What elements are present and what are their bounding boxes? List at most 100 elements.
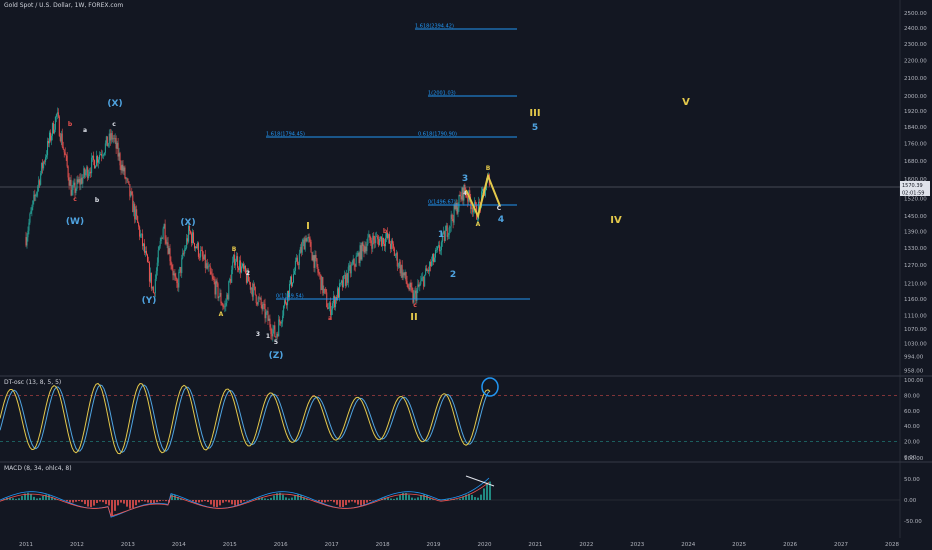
candle-body (211, 274, 213, 277)
macd-bar (342, 500, 344, 508)
candle-body (207, 265, 209, 269)
candle-body (27, 230, 29, 238)
candle-body (428, 269, 430, 272)
candle-body (383, 237, 385, 244)
candle-body (87, 167, 89, 179)
candle-body (31, 207, 33, 212)
macd-bar (279, 492, 281, 500)
candle-body (97, 156, 99, 163)
candle-body (92, 155, 94, 158)
macd-bar (306, 498, 308, 500)
candle-body (272, 329, 274, 337)
macd-bar (48, 494, 50, 500)
macd-bar (99, 500, 101, 502)
macd-bar (216, 500, 218, 508)
macd-bar (393, 498, 395, 500)
candle-body (280, 321, 282, 324)
candle-body (160, 237, 162, 242)
candle-body (36, 192, 38, 196)
candle-body (81, 177, 83, 184)
candle-body (283, 305, 285, 316)
candle-body (145, 250, 147, 253)
candle-body (390, 240, 392, 249)
osc-y-tick: 20.00 (904, 440, 920, 446)
candle-body (396, 252, 398, 267)
candle-body (433, 254, 435, 262)
x-tick-label: 2024 (681, 542, 695, 548)
macd-divergence-line (465, 475, 495, 487)
candle-body (447, 235, 449, 237)
candle-body (425, 268, 427, 275)
candle-body (395, 252, 397, 256)
candle-body (104, 143, 106, 153)
candle-body (210, 271, 212, 275)
candle-body (174, 273, 176, 277)
candle-body (33, 194, 35, 201)
candle-body (378, 239, 380, 246)
macd-bar (180, 498, 182, 500)
wave-label: IV (610, 215, 622, 226)
candle-body (387, 234, 389, 239)
wave-label: (W) (66, 217, 84, 227)
candle-body (57, 112, 59, 117)
x-tick-label: 2021 (528, 542, 542, 548)
macd-bar (75, 500, 77, 502)
candle-body (105, 136, 107, 144)
candle-body (469, 190, 471, 200)
macd-bar (462, 496, 464, 500)
osc-y-tick: 80.00 (904, 393, 920, 399)
y-tick-label: 1070.00 (904, 327, 927, 333)
candle-body (458, 194, 460, 208)
macd-bar (420, 495, 422, 500)
candle-body (231, 269, 233, 283)
x-tick-label: 2019 (427, 542, 441, 548)
macd-bar (135, 500, 137, 506)
candle-body (338, 283, 340, 298)
macd-bar (231, 500, 233, 505)
candle-body (393, 248, 395, 256)
candle-body (237, 256, 239, 268)
macd-signal-line (0, 482, 490, 517)
candle-body (400, 265, 402, 274)
candle-body (264, 303, 266, 319)
macd-bar (474, 497, 476, 500)
macd-bar (129, 500, 131, 509)
candle-body (225, 302, 227, 306)
wave-label: 2 (246, 270, 250, 277)
wave-label: A (219, 311, 224, 318)
candle-body (107, 143, 109, 147)
candle-body (95, 165, 97, 169)
candle-body (34, 194, 36, 197)
candle-body (176, 279, 178, 284)
macd-bar (465, 494, 467, 500)
candle-body (121, 164, 123, 171)
candle-body (435, 249, 437, 251)
candle-body (288, 290, 290, 298)
candle-body (169, 248, 171, 262)
candle-body (42, 162, 44, 169)
candle-body (408, 288, 410, 290)
candle-body (192, 232, 194, 244)
candle-body (52, 123, 54, 134)
candle-body (421, 277, 423, 281)
candle-body (444, 230, 446, 242)
candle-body (209, 265, 211, 272)
macd-bar (54, 498, 56, 500)
x-tick-label: 2028 (885, 542, 899, 548)
candle-body (467, 197, 469, 202)
candle-body (77, 179, 79, 183)
wave-label: III (529, 108, 540, 119)
macd-bar (348, 500, 350, 503)
macd-bar (126, 500, 128, 507)
candle-body (331, 309, 333, 316)
macd-bar (327, 500, 329, 502)
candle-body (179, 267, 181, 272)
candle-body (335, 297, 337, 308)
candle-body (313, 255, 315, 268)
candle-body (112, 138, 114, 140)
y-tick-label: 1840.00 (904, 125, 927, 131)
macd-bar (351, 500, 353, 502)
candle-body (224, 305, 226, 307)
macd-bar (261, 497, 263, 500)
